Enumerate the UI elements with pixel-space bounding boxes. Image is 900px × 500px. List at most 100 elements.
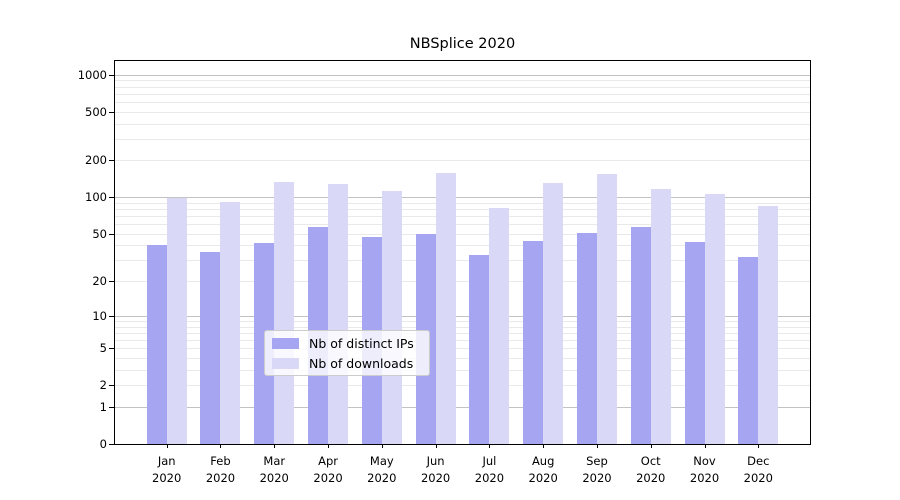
x-tick-label-oct: Oct 2020 bbox=[619, 453, 683, 486]
bar-nb-of-distinct-ips-jan bbox=[146, 245, 167, 444]
x-tick-mark bbox=[274, 444, 276, 448]
x-tick-mark bbox=[704, 444, 706, 448]
x-tick-mark bbox=[381, 444, 383, 448]
x-tick-year: 2020 bbox=[259, 470, 289, 485]
x-tick-year: 2020 bbox=[743, 470, 773, 485]
bar-nb-of-downloads-dec bbox=[758, 205, 779, 444]
plot-area: 0 1 2 5 10 20 50 100 200 500 1000 Jan 2020 Feb 2020 Mar… bbox=[78, 60, 811, 485]
y-tick-label: 1 bbox=[99, 399, 107, 414]
y-tick-mark bbox=[109, 197, 114, 199]
gridline-minor bbox=[115, 281, 810, 283]
bar-nb-of-distinct-ips-feb bbox=[200, 252, 221, 444]
x-tick-label-may: May 2020 bbox=[350, 453, 414, 486]
gridline-minor bbox=[115, 233, 810, 235]
x-tick-mark bbox=[328, 444, 330, 448]
gridline-minor bbox=[115, 332, 810, 334]
y-tick-label: 200 bbox=[85, 153, 107, 168]
gridline-minor bbox=[115, 260, 810, 262]
bar-nb-of-downloads-jan bbox=[166, 198, 187, 444]
x-tick-label-nov: Nov 2020 bbox=[673, 453, 737, 486]
y-tick-mark bbox=[109, 444, 114, 445]
gridline-minor bbox=[115, 80, 810, 82]
y-tick-mark bbox=[109, 348, 114, 350]
legend-label-nb-of-distinct-ips: Nb of distinct IPs bbox=[309, 335, 414, 351]
y-tick-label: 20 bbox=[92, 274, 107, 289]
bar-nb-of-downloads-jul bbox=[489, 208, 510, 444]
gridline-minor bbox=[115, 385, 810, 387]
bar-nb-of-distinct-ips-nov bbox=[684, 241, 705, 444]
legend-swatch-icon bbox=[272, 357, 299, 369]
x-tick-mark bbox=[650, 444, 652, 448]
x-tick-year: 2020 bbox=[582, 470, 612, 485]
x-tick-year: 2020 bbox=[636, 470, 666, 485]
legend-label-nb-of-downloads: Nb of downloads bbox=[309, 355, 414, 371]
legend-row-nb-of-distinct-ips: Nb of distinct IPs bbox=[272, 335, 429, 351]
gridline-minor bbox=[115, 138, 810, 140]
bar-nb-of-downloads-oct bbox=[650, 188, 671, 444]
y-tick-mark bbox=[109, 74, 114, 76]
bar-nb-of-downloads-may bbox=[381, 190, 402, 444]
x-tick-mark bbox=[489, 444, 491, 448]
bar-nb-of-downloads-apr bbox=[328, 184, 349, 444]
gridline-minor bbox=[115, 216, 810, 218]
bar-nb-of-downloads-feb bbox=[220, 202, 241, 444]
x-tick-label-apr: Apr 2020 bbox=[296, 453, 360, 486]
y-tick-mark bbox=[109, 406, 114, 408]
legend-row-nb-of-downloads: Nb of downloads bbox=[272, 355, 429, 371]
gridline-minor bbox=[115, 369, 810, 371]
x-tick-mark bbox=[435, 444, 437, 448]
x-tick-year: 2020 bbox=[313, 470, 343, 485]
gridline-minor bbox=[115, 320, 810, 322]
y-tick-mark bbox=[109, 111, 114, 113]
x-tick-label-dec: Dec 2020 bbox=[726, 453, 790, 486]
bar-nb-of-downloads-mar bbox=[274, 181, 295, 444]
x-tick-year: 2020 bbox=[420, 470, 451, 485]
gridline-minor bbox=[115, 209, 810, 211]
x-tick-label-jun: Jun 2020 bbox=[404, 453, 468, 486]
gridline-minor bbox=[115, 101, 810, 103]
gridline-minor bbox=[115, 224, 810, 226]
gridline-major bbox=[115, 197, 810, 199]
bar-nb-of-distinct-ips-dec bbox=[738, 257, 759, 444]
y-tick-label: 500 bbox=[85, 104, 107, 119]
legend: Nb of distinct IPs Nb of downloads bbox=[264, 330, 430, 376]
gridline-major bbox=[115, 74, 810, 76]
x-tick-mark bbox=[758, 444, 760, 448]
x-tick-mark bbox=[596, 444, 598, 448]
x-tick-year: 2020 bbox=[205, 470, 236, 485]
bar-nb-of-downloads-jun bbox=[435, 172, 456, 444]
gridline-major bbox=[115, 315, 810, 317]
y-tick-mark bbox=[109, 281, 114, 283]
gridline-minor bbox=[115, 326, 810, 328]
gridline-minor bbox=[115, 86, 810, 88]
x-tick-label-aug: Aug 2020 bbox=[511, 453, 575, 486]
x-tick-label-jan: Jan 2020 bbox=[135, 453, 199, 486]
y-tick-label: 0 bbox=[99, 437, 107, 451]
y-tick-label: 50 bbox=[92, 226, 107, 241]
gridline-minor bbox=[115, 123, 810, 125]
bar-nb-of-downloads-aug bbox=[543, 182, 564, 444]
y-tick-label: 10 bbox=[92, 308, 107, 323]
y-tick-label: 1000 bbox=[77, 67, 107, 82]
gridline-minor bbox=[115, 348, 810, 350]
y-tick-label: 5 bbox=[99, 341, 107, 356]
bar-nb-of-distinct-ips-aug bbox=[523, 240, 544, 444]
x-tick-mark bbox=[543, 444, 545, 448]
chart-title: NBSplice 2020 bbox=[409, 36, 516, 52]
x-tick-label-jul: Jul 2020 bbox=[457, 453, 521, 486]
gridline-major bbox=[115, 406, 810, 408]
x-tick-label-mar: Mar 2020 bbox=[242, 453, 306, 486]
y-tick-label: 100 bbox=[85, 190, 107, 205]
legend-swatch-icon bbox=[272, 337, 299, 349]
y-tick-mark bbox=[109, 160, 114, 162]
gridline-minor bbox=[115, 160, 810, 162]
gridline-minor bbox=[115, 357, 810, 359]
bar-nb-of-downloads-sep bbox=[596, 174, 617, 444]
gridline-minor bbox=[115, 202, 810, 204]
gridline-minor bbox=[115, 245, 810, 247]
bar-nb-of-distinct-ips-oct bbox=[630, 226, 651, 444]
x-tick-year: 2020 bbox=[689, 470, 720, 485]
x-tick-year: 2020 bbox=[528, 470, 558, 485]
gridline-minor bbox=[115, 93, 810, 95]
